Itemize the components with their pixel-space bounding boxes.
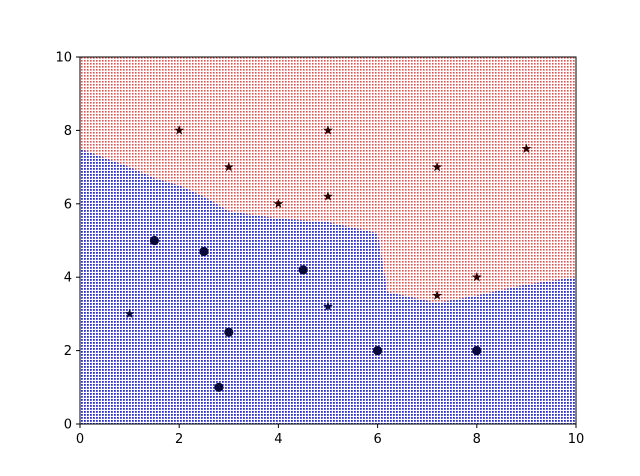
point-star-2-4 xyxy=(521,143,532,153)
x-tick-label-4: 8 xyxy=(473,432,481,447)
point-star-2-0 xyxy=(174,125,185,135)
data-points xyxy=(124,125,532,392)
y-tick-label-5: 10 xyxy=(55,51,72,66)
y-axis: 0 2 4 6 8 10 xyxy=(55,51,80,433)
point-star-1-1 xyxy=(323,301,333,311)
point-star-2-8 xyxy=(432,290,443,300)
y-tick-label-1: 2 xyxy=(64,344,72,359)
point-circle-0-3 xyxy=(214,382,224,392)
point-circle-0-1 xyxy=(199,246,209,257)
region-class-0 xyxy=(80,148,576,424)
y-tick-label-0: 0 xyxy=(64,418,72,433)
x-tick-label-0: 0 xyxy=(76,432,84,447)
x-tick-label-1: 2 xyxy=(175,432,183,447)
point-star-2-6 xyxy=(323,191,333,201)
plot-frame xyxy=(79,56,577,425)
point-star-2-5 xyxy=(273,198,284,209)
point-star-2-1 xyxy=(323,125,333,135)
point-circle-0-4 xyxy=(298,265,308,275)
point-star-2-3 xyxy=(432,161,443,172)
x-tick-label-3: 6 xyxy=(373,432,381,447)
point-star-2-7 xyxy=(471,272,482,282)
y-tick-label-2: 4 xyxy=(64,271,72,286)
point-star-2-2 xyxy=(223,161,234,172)
decision-regions xyxy=(80,57,576,424)
x-tick-label-2: 4 xyxy=(274,432,282,447)
x-axis: 0 2 4 6 8 10 xyxy=(76,424,584,447)
y-tick-label-3: 6 xyxy=(64,197,72,212)
point-circle-0-6 xyxy=(472,346,482,356)
point-circle-0-5 xyxy=(373,346,383,356)
point-circle-0-2 xyxy=(224,327,234,337)
point-star-1-0 xyxy=(124,308,135,319)
y-tick-label-4: 8 xyxy=(64,124,72,139)
x-tick-label-5: 10 xyxy=(568,432,585,447)
point-circle-0-0 xyxy=(149,235,159,246)
